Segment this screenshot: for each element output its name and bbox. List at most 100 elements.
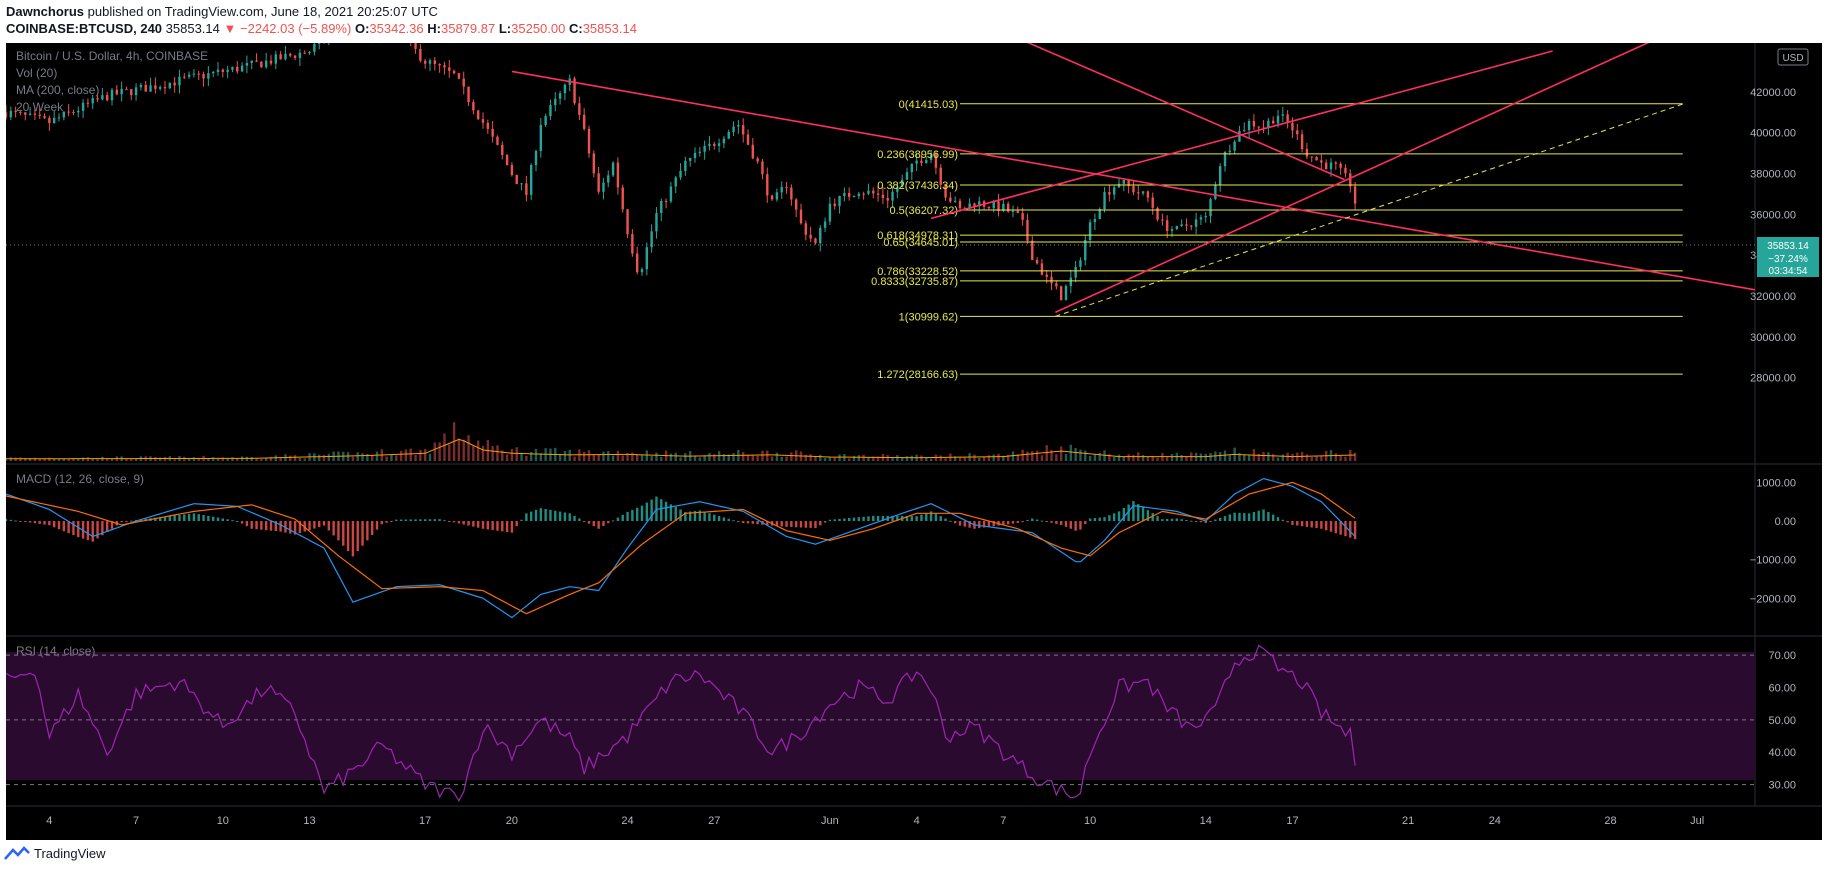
fib-level-label: 0.8333(32735.87) — [871, 276, 958, 288]
candle-body — [433, 60, 437, 65]
candle-body — [1180, 224, 1183, 227]
volume-bar — [481, 445, 485, 461]
current-price-change: −37.24% — [1768, 254, 1808, 265]
candle-body — [660, 201, 663, 214]
volume-bar — [1228, 455, 1232, 461]
volume-bar — [1045, 445, 1048, 461]
macd-histogram-bar — [1267, 512, 1270, 522]
macd-histogram-bar — [207, 515, 210, 522]
volume-bar — [322, 454, 326, 461]
volume-bar — [457, 438, 461, 461]
volume-bar — [703, 455, 706, 461]
volume-bar — [1088, 455, 1092, 461]
volume-bar — [105, 459, 109, 461]
volume-bar — [385, 456, 388, 461]
macd-histogram-bar — [1045, 521, 1048, 523]
macd-tick-label: 1000.00 — [1756, 477, 1796, 489]
macd-histogram-bar — [1059, 521, 1063, 525]
candle-body — [1026, 219, 1029, 241]
candle-body — [1315, 156, 1318, 161]
candle-body — [28, 113, 32, 115]
macd-histogram-bar — [582, 521, 586, 523]
macd-histogram-bar — [843, 518, 846, 522]
macd-histogram-bar — [732, 520, 735, 522]
volume-bar — [862, 454, 865, 461]
fib-level-label: 0.5(36207.32) — [890, 205, 959, 217]
macd-histogram-bar — [1204, 521, 1207, 523]
candle-body — [645, 247, 649, 270]
candle-body — [737, 125, 740, 127]
fib-level-label: 1.272(28166.63) — [877, 369, 958, 381]
candle-body — [799, 209, 803, 224]
candle-body — [602, 182, 605, 192]
footer: TradingView — [4, 845, 106, 861]
fib-level-label: 1(30999.62) — [899, 311, 958, 323]
macd-histogram-bar — [231, 520, 234, 522]
volume-bar — [1257, 453, 1260, 461]
volume-bar — [886, 455, 889, 461]
volume-bar — [125, 458, 128, 461]
volume-bar — [722, 454, 726, 461]
volume-bar — [1026, 451, 1029, 461]
volume-bar — [857, 455, 861, 461]
footer-brand[interactable]: TradingView — [34, 845, 106, 861]
legend-title[interactable]: Bitcoin / U.S. Dollar, 4h, COINBASE — [16, 49, 208, 63]
legend-ma[interactable]: MA (200, close) — [16, 83, 99, 97]
macd-histogram-bar — [1006, 521, 1010, 525]
currency-badge[interactable] — [1777, 48, 1809, 66]
macd-histogram-bar — [38, 521, 41, 524]
bar-countdown: 03:34:54 — [1769, 266, 1808, 277]
volume-bar — [1262, 451, 1265, 461]
macd-histogram-bar — [592, 521, 596, 527]
macd-histogram-bar — [1002, 521, 1005, 525]
candle-body — [1324, 162, 1328, 170]
macd-histogram-bar — [905, 516, 909, 522]
macd-histogram-bar — [1016, 521, 1020, 523]
macd-histogram-bar — [279, 521, 282, 532]
candle-body — [1214, 184, 1217, 200]
candle-body — [900, 179, 904, 188]
trendline-long-descending — [1026, 43, 1345, 181]
candle-body — [804, 223, 808, 235]
symbol-name[interactable]: COINBASE:BTCUSD, 240 — [6, 21, 163, 36]
volume-bar — [1339, 455, 1342, 461]
candle-body — [669, 186, 673, 202]
volume-bar — [973, 454, 976, 461]
macd-histogram-bar — [1050, 521, 1053, 523]
macd-histogram-bar — [529, 511, 533, 522]
macd-histogram-bar — [260, 521, 263, 530]
macd-histogram-bar — [1165, 518, 1169, 522]
macd-histogram-bar — [1334, 521, 1338, 534]
candle-body — [192, 73, 196, 75]
macd-histogram-bar — [1180, 519, 1183, 522]
macd-histogram-bar — [226, 519, 229, 522]
time-tick-label: 24 — [621, 815, 633, 827]
legend-macd[interactable]: MACD (12, 26, close, 9) — [16, 472, 144, 486]
author-name[interactable]: Dawnchorus — [6, 4, 85, 19]
macd-histogram-bar — [448, 521, 451, 523]
macd-histogram-bar — [915, 516, 918, 522]
candle-body — [939, 167, 942, 185]
candle-body — [1151, 197, 1154, 208]
volume-bar — [1084, 450, 1087, 461]
legend-volume[interactable]: Vol (20) — [16, 66, 57, 80]
candle-body — [920, 160, 923, 164]
candle-body — [1344, 167, 1347, 174]
legend-rsi[interactable]: RSI (14, close) — [16, 644, 95, 658]
macd-histogram-bar — [799, 521, 803, 528]
volume-bar — [592, 454, 596, 461]
price-chart[interactable]: 0(41415.03) 0.236(38956.99) 0.382(37436.34… — [6, 43, 1822, 840]
candle-body — [679, 170, 682, 178]
macd-histogram-bar — [428, 519, 432, 522]
candle-body — [520, 183, 523, 185]
volume-bar — [756, 455, 759, 461]
candle-body — [684, 160, 687, 171]
time-tick-label: Jul — [1690, 815, 1704, 827]
candle-body — [554, 98, 557, 106]
macd-histogram-bar — [216, 517, 220, 522]
legend-20week[interactable]: 20 Week — [16, 100, 64, 114]
candle-body — [775, 192, 779, 200]
volume-bar — [925, 457, 928, 461]
volume-bar — [558, 453, 562, 461]
macd-histogram-bar — [626, 512, 629, 522]
